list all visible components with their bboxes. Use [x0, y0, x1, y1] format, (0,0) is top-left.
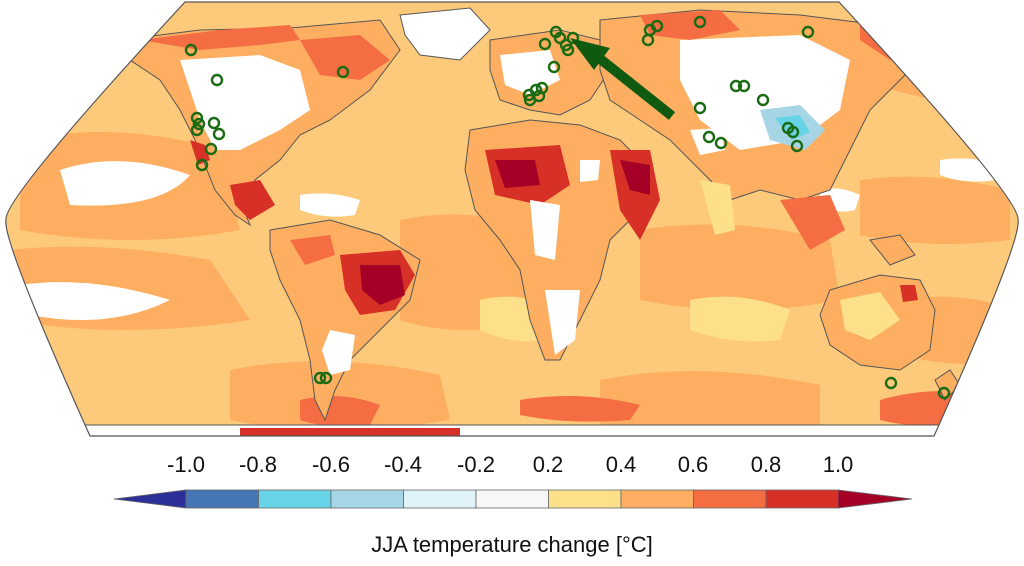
colorbar-tick-label: -1.0	[167, 452, 205, 477]
temperature-change-map	[5, 1, 1019, 437]
station-marker	[884, 376, 898, 390]
colorbar	[113, 489, 913, 509]
colorbar-tick-label: 0.6	[677, 452, 709, 477]
station-marker	[195, 158, 209, 172]
colorbar-bin	[258, 489, 332, 509]
colorbar-bin	[185, 489, 259, 509]
antarctica	[5, 424, 1019, 436]
station-marker	[553, 31, 567, 45]
map-field	[5, 2, 1019, 436]
map-outline	[5, 1, 1019, 437]
station-marker	[650, 19, 664, 33]
colorbar-tick-label: 0.8	[750, 452, 782, 477]
station-marker	[714, 136, 728, 150]
highlight-arrowhead	[570, 38, 610, 70]
maritime-continent	[869, 234, 916, 266]
station-marker	[204, 142, 218, 156]
station-marker	[937, 386, 951, 400]
station-marker	[756, 93, 770, 107]
station-marker	[786, 125, 800, 139]
south-america	[269, 219, 421, 422]
station-marker	[190, 111, 204, 125]
station-marker	[538, 37, 552, 51]
station-marker	[693, 101, 707, 115]
colorbar-tick-label: -0.8	[239, 452, 277, 477]
station-marker	[529, 83, 543, 97]
station-marker	[184, 43, 198, 57]
colorbar-bin	[475, 489, 549, 509]
colorbar-bin	[113, 489, 187, 509]
colorbar-title: JJA temperature change [°C]	[371, 532, 653, 557]
greenland	[399, 7, 491, 61]
colorbar-tick-label: -0.2	[457, 452, 495, 477]
station-marker	[641, 33, 655, 47]
station-marker	[532, 89, 546, 103]
highlight-arrow	[590, 50, 676, 120]
station-marker	[729, 79, 743, 93]
australia	[819, 274, 936, 371]
station-marker	[801, 25, 815, 39]
colorbar-tick-label: -0.6	[312, 452, 350, 477]
station-marker	[737, 79, 751, 93]
station-markers	[184, 15, 951, 400]
colorbar-bin	[693, 489, 767, 509]
station-marker	[790, 139, 804, 153]
station-marker	[693, 15, 707, 29]
colorbar-tick-label: -0.4	[384, 452, 422, 477]
station-marker	[319, 371, 333, 385]
colorbar-tick-label: 1.0	[822, 452, 854, 477]
colorbar-bin	[548, 489, 622, 509]
station-marker	[192, 117, 206, 131]
station-marker	[207, 116, 221, 130]
colorbar-bin	[403, 489, 477, 509]
africa	[464, 119, 660, 361]
station-marker	[566, 31, 580, 45]
station-marker	[547, 60, 561, 74]
colorbar-bin	[330, 489, 404, 509]
station-marker	[190, 123, 204, 137]
colorbar-tick-label: 0.4	[605, 452, 637, 477]
station-marker	[702, 130, 716, 144]
station-marker	[313, 371, 327, 385]
station-marker	[212, 127, 226, 141]
colorbar-bin	[837, 489, 913, 509]
station-marker	[210, 73, 224, 87]
station-marker	[336, 65, 350, 79]
colorbar-bin	[620, 489, 694, 509]
station-marker	[561, 43, 575, 57]
colorbar-bin	[765, 489, 839, 509]
ocean-anomaly-patches	[10, 37, 1015, 436]
colorbar-tick-label: 0.2	[532, 452, 564, 477]
